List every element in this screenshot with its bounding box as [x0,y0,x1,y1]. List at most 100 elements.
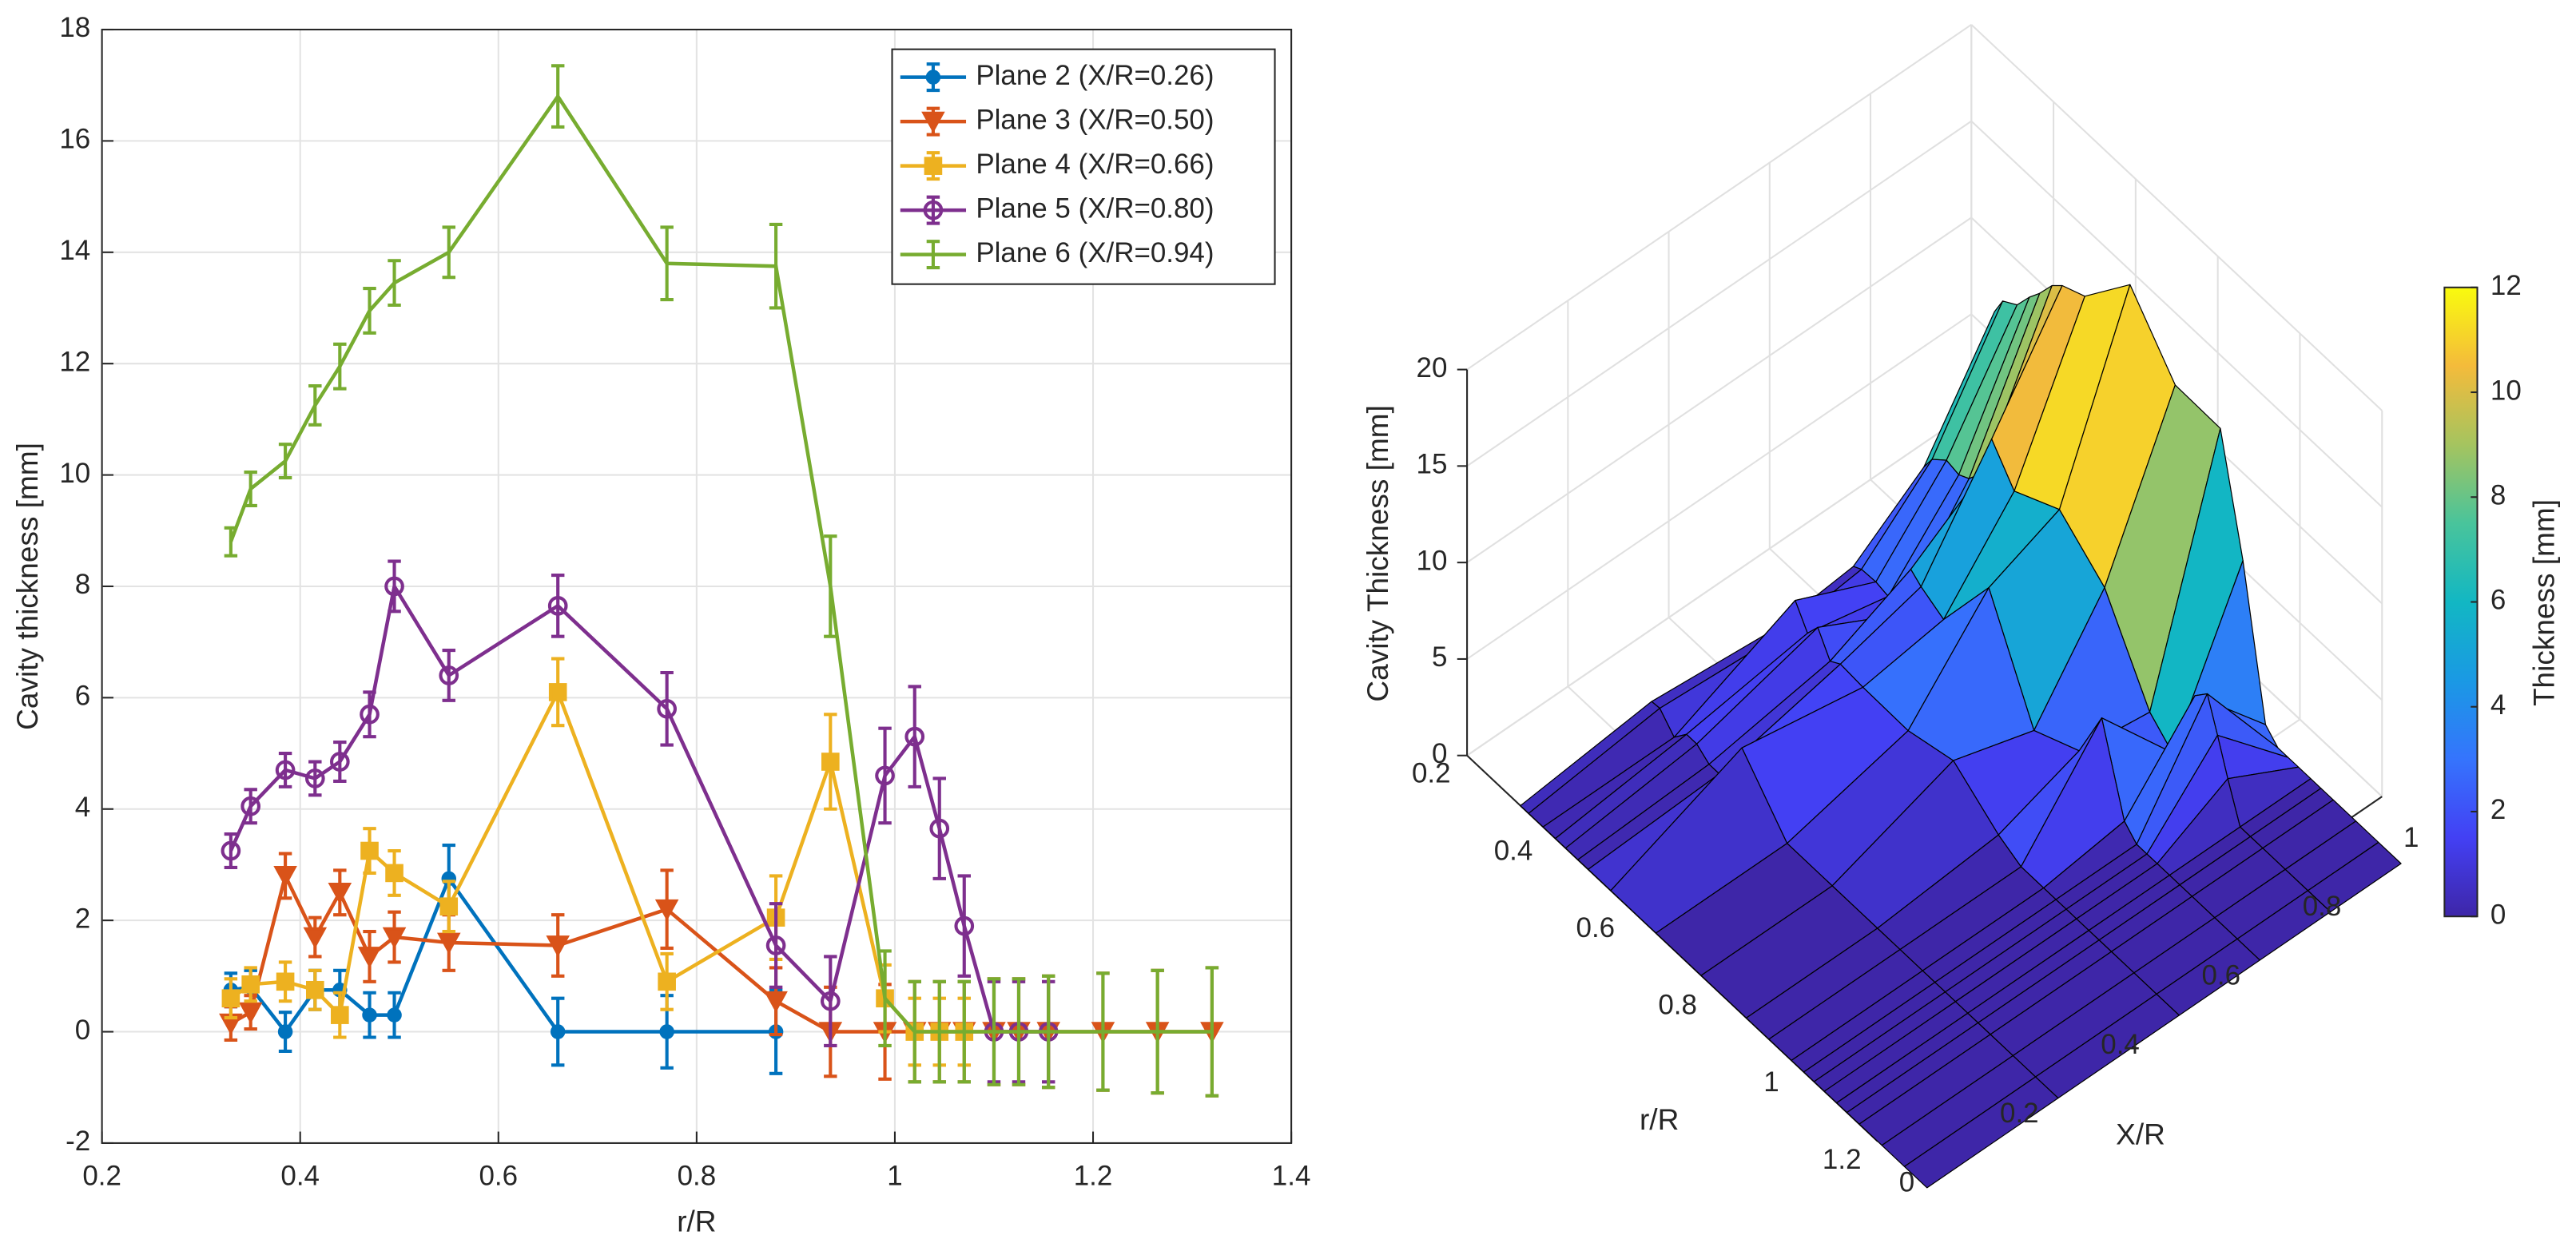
grid-line [1970,24,2383,411]
surface-face [1903,1076,2059,1189]
marker [382,927,407,949]
marker [306,980,324,999]
axes-box [101,28,1293,1144]
error-bar [308,760,322,797]
colorbar-tick-label: 2 [2491,794,2506,825]
x-tick-label: 0.8 [678,1160,717,1191]
z-axis-label: Cavity Thickness [mm] [1362,405,1394,701]
x-axis-label-3d: X/R [2116,1118,2165,1150]
marker [764,991,788,1013]
marker [921,111,945,133]
error-bar [1012,977,1026,1086]
legend-label: Plane 3 (X/R=0.50) [976,104,1214,135]
error-bar [244,788,257,825]
marker [360,841,379,860]
error-bar [1096,971,1110,1092]
marker [238,1002,263,1024]
error-bar [908,979,921,1084]
error-bar [824,534,837,638]
z-tick-label: 0 [1432,738,1447,769]
marker [659,1024,674,1039]
marker [929,818,950,839]
y-tick-label: 4 [75,792,90,823]
colorbar-label: Thickness [mm] [2528,499,2561,706]
marker [304,768,325,788]
marker [547,596,568,616]
r-tick-label: 0.2 [1412,758,1451,789]
y-axis-label: Cavity thickness [mm] [11,443,44,730]
colorbar-tick-label: 12 [2491,270,2522,301]
error-bar [957,979,972,1084]
error-bar [442,649,455,702]
grid-line [1970,120,2383,508]
x-tick-label-3d: 0 [1899,1167,1914,1198]
legend-errorbar [926,240,940,270]
legend-label: Plane 2 (X/R=0.26) [976,60,1214,91]
marker [221,989,241,1008]
colorbar-tick-label: 4 [2491,689,2506,721]
error-bar [957,874,972,978]
marker [385,864,403,883]
y-tick-label: 18 [59,12,90,43]
error-bar [224,832,238,869]
r-tick-label: 0.8 [1658,990,1697,1021]
y-tick-label: 0 [75,1015,90,1046]
marker [654,899,679,921]
r-axis-label: r/R [1640,1103,1679,1136]
marker [241,796,261,816]
error-bar [278,443,292,480]
r-tick-label: 1.2 [1823,1144,1862,1175]
grid-line [1466,313,1972,660]
marker [904,726,925,747]
marker [765,935,786,955]
marker [329,752,350,772]
x-tick-label-3d: 1 [2403,822,2419,853]
grid-line [1466,216,1972,564]
x-tick-label-3d: 0.6 [2202,960,2241,991]
colorbar-tick-label: 6 [2491,585,2506,616]
marker [439,897,459,916]
error-bar [244,471,257,507]
error-bar [769,222,783,310]
marker [925,70,941,85]
error-bar [660,670,674,747]
marker [439,665,459,685]
r-tick-label: 0.6 [1576,912,1616,943]
marker [303,927,328,949]
marker [436,932,461,955]
z-tick-label: 10 [1417,545,1448,576]
x-tick-label: 1.4 [1272,1160,1311,1191]
marker [387,1007,402,1023]
marker [331,1006,349,1024]
marker [923,200,944,220]
error-bar [878,726,892,825]
r-tick-label: 1 [1763,1066,1779,1098]
error-bar [333,342,347,391]
error-bar [908,685,921,788]
marker [875,765,895,786]
error-bar [388,259,401,308]
error-bar [1205,966,1219,1098]
marker [924,157,943,175]
error-bar [660,225,674,302]
marker [357,947,382,968]
error-bar [363,690,376,739]
marker [362,1007,377,1023]
marker [277,1024,293,1039]
error-bar [224,526,238,558]
legend-label: Plane 5 (X/R=0.80) [976,193,1214,224]
marker [550,1024,566,1039]
x-tick-label-3d: 0.8 [2303,891,2342,922]
marker [241,975,260,994]
marker [221,840,241,861]
x-tick-label: 0.2 [82,1160,121,1191]
series-line [229,93,1212,1034]
error-bar [878,949,892,1048]
marker [548,683,567,701]
marker [546,935,570,958]
error-bar [1151,968,1164,1095]
error-bar [308,384,322,427]
grid-line [1466,23,1972,371]
grid-line [1466,120,1972,467]
